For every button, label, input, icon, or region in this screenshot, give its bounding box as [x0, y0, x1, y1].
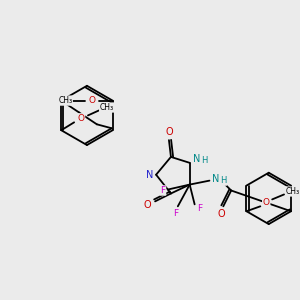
Text: H: H [201, 156, 208, 165]
Text: CH₃: CH₃ [58, 96, 72, 105]
Text: F: F [160, 186, 166, 195]
Text: N: N [193, 154, 200, 164]
Text: CH₃: CH₃ [100, 103, 114, 112]
Text: O: O [165, 127, 173, 137]
Text: O: O [77, 114, 85, 123]
Text: N: N [212, 174, 219, 184]
Text: O: O [218, 209, 225, 219]
Text: O: O [263, 198, 270, 207]
Text: N: N [146, 170, 154, 180]
Text: H: H [220, 176, 226, 185]
Text: CH₃: CH₃ [286, 187, 300, 196]
Text: F: F [197, 204, 202, 213]
Text: F: F [173, 209, 178, 218]
Text: O: O [88, 96, 95, 105]
Text: O: O [143, 200, 151, 210]
